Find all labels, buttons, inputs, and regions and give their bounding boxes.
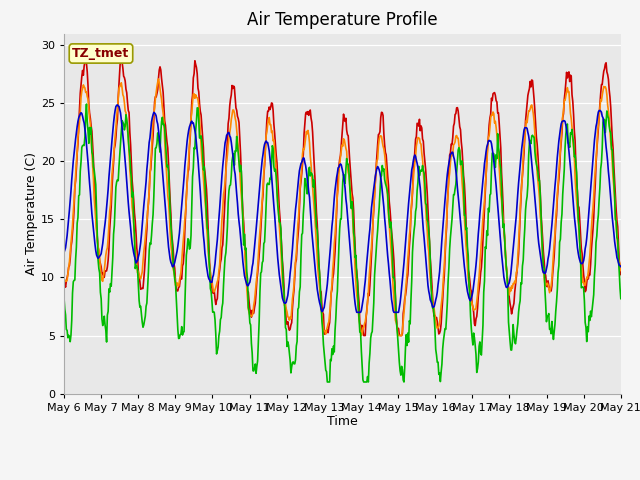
AirT 6.0m (70, 277, 78, 283)
AirT 0.35m (116, 54, 124, 60)
Line: AirT 22m: AirT 22m (64, 105, 621, 312)
AirT 22m (353, 310, 360, 315)
Line: AirT 6.0m: AirT 6.0m (64, 104, 621, 382)
Title: Air Temperature Profile: Air Temperature Profile (247, 11, 438, 29)
AirT 6.0m (185, 237, 193, 243)
AirT 6.0m (128, 194, 136, 200)
AirT 0.35m (70, 206, 78, 212)
AirT 22m (70, 151, 78, 156)
AirT 6.0m (60, 295, 68, 301)
AirT 6.0m (323, 379, 331, 385)
Line: AirT 1.8m: AirT 1.8m (64, 79, 621, 336)
AirT 1.8m (127, 192, 135, 197)
AirT 6.0m (83, 101, 90, 107)
AirT 22m (412, 154, 419, 159)
Y-axis label: Air Temperature (C): Air Temperature (C) (25, 152, 38, 275)
X-axis label: Time: Time (327, 415, 358, 429)
AirT 0.35m (617, 272, 625, 277)
Line: AirT 0.35m: AirT 0.35m (64, 57, 621, 336)
AirT 1.8m (428, 290, 436, 296)
AirT 0.35m (412, 136, 419, 142)
AirT 0.35m (428, 280, 436, 286)
AirT 1.8m (214, 277, 222, 283)
AirT 6.0m (214, 344, 222, 350)
AirT 0.35m (60, 277, 68, 283)
AirT 22m (113, 102, 121, 108)
AirT 1.8m (185, 156, 193, 162)
AirT 0.35m (214, 283, 222, 288)
AirT 0.35m (185, 167, 193, 172)
AirT 22m (428, 301, 436, 307)
AirT 1.8m (70, 198, 78, 204)
AirT 22m (214, 226, 222, 231)
AirT 1.8m (60, 275, 68, 281)
AirT 22m (60, 250, 68, 255)
AirT 1.8m (617, 268, 625, 274)
AirT 0.35m (360, 333, 367, 338)
Text: TZ_tmet: TZ_tmet (72, 47, 130, 60)
AirT 1.8m (358, 333, 365, 338)
AirT 0.35m (128, 178, 136, 183)
AirT 1.8m (412, 154, 419, 160)
AirT 6.0m (428, 298, 436, 303)
AirT 1.8m (155, 76, 163, 82)
AirT 22m (128, 240, 136, 246)
AirT 6.0m (617, 296, 625, 301)
AirT 22m (185, 128, 193, 133)
AirT 22m (617, 264, 625, 269)
AirT 6.0m (412, 209, 419, 215)
